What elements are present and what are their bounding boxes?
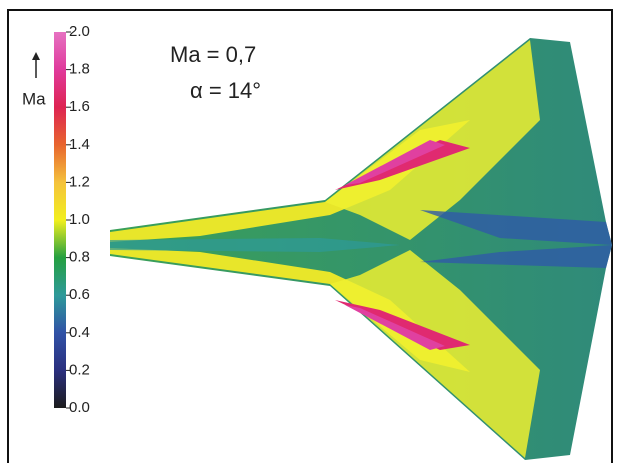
colorbar-tick-label: 0.2 <box>69 361 90 378</box>
colorbar-tick-label: 1.0 <box>69 211 90 228</box>
colorbar-tick-label: 1.8 <box>69 61 90 78</box>
annotation: Ma = 0,7 <box>170 42 256 67</box>
colorbar-tick-label: 1.4 <box>69 136 90 153</box>
colorbar-tick-label: 0.4 <box>69 324 90 341</box>
colorbar-tick-label: 0.8 <box>69 249 90 266</box>
colorbar-tick-label: 0.6 <box>69 286 90 303</box>
colorbar <box>54 32 66 408</box>
frame <box>7 9 613 463</box>
colorbar-label: Ma <box>22 89 46 108</box>
colorbar-tick-label: 1.6 <box>69 98 90 115</box>
colorbar-tick-label: 2.0 <box>69 23 90 40</box>
colorbar-tick-label: 1.2 <box>69 173 90 190</box>
wing <box>110 38 612 460</box>
arrow-head <box>32 52 40 60</box>
colorbar-tick-label: 0.0 <box>69 399 90 416</box>
annotation: α = 14° <box>190 78 261 103</box>
